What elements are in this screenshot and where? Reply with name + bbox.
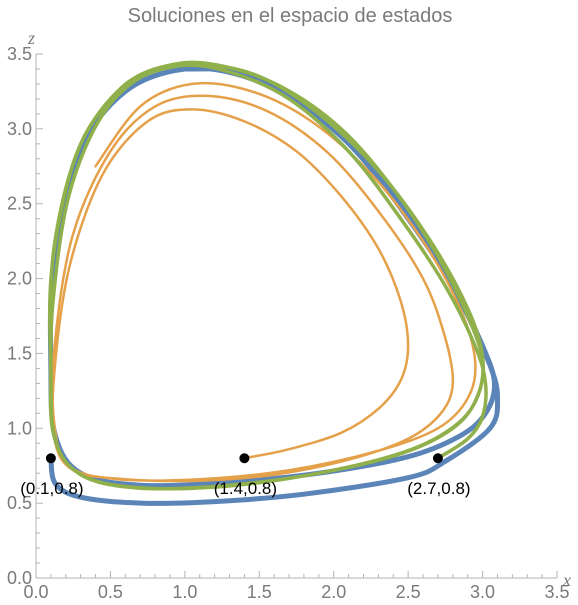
x-tick-label: 2.5 <box>396 582 421 602</box>
initial-point-marker <box>239 453 250 464</box>
series-layer <box>47 60 501 506</box>
x-tick-label: 2.0 <box>321 582 346 602</box>
points-layer: (0.1,0.8) (1.4,0.8) (2.7,0.8) <box>20 453 471 498</box>
y-tick-label: 1.5 <box>7 343 32 363</box>
y-tick-label: 0.5 <box>7 493 32 513</box>
x-tick-label: 3.0 <box>470 582 495 602</box>
y-tick-label: 2.5 <box>7 194 32 214</box>
x-tick-label: 1.5 <box>247 582 272 602</box>
y-tick-label: 0.0 <box>7 568 32 588</box>
y-axis-label: z <box>27 28 35 48</box>
x-tick-label: 0.0 <box>23 582 48 602</box>
x-axis-label: x <box>562 570 571 590</box>
trajectory-line-1 <box>47 65 501 506</box>
x-tick-label: 3.5 <box>544 582 569 602</box>
x-tick-label: 0.5 <box>98 582 123 602</box>
y-tick-label: 2.0 <box>7 269 32 289</box>
initial-point-label: (0.1,0.8) <box>20 479 83 498</box>
axes <box>35 54 557 579</box>
initial-point-marker <box>45 453 56 464</box>
x-ticks: 0.0 0.5 1.0 1.5 2.0 2.5 3.0 3.5 <box>23 571 570 602</box>
y-tick-label: 3.0 <box>7 119 32 139</box>
x-tick-label: 1.0 <box>172 582 197 602</box>
initial-point-label: (1.4,0.8) <box>214 479 277 498</box>
y-ticks: 0.0 0.5 1.0 1.5 2.0 2.5 3.0 3.5 <box>7 44 43 588</box>
y-tick-label: 1.0 <box>7 418 32 438</box>
chart-title: Soluciones en el espacio de estados <box>128 5 453 27</box>
initial-point-marker <box>432 453 443 464</box>
trajectory-line-2 <box>51 81 477 483</box>
initial-point-label: (2.7,0.8) <box>407 479 470 498</box>
y-tick-label: 3.5 <box>7 44 32 64</box>
trajectory-line-3 <box>48 60 488 491</box>
